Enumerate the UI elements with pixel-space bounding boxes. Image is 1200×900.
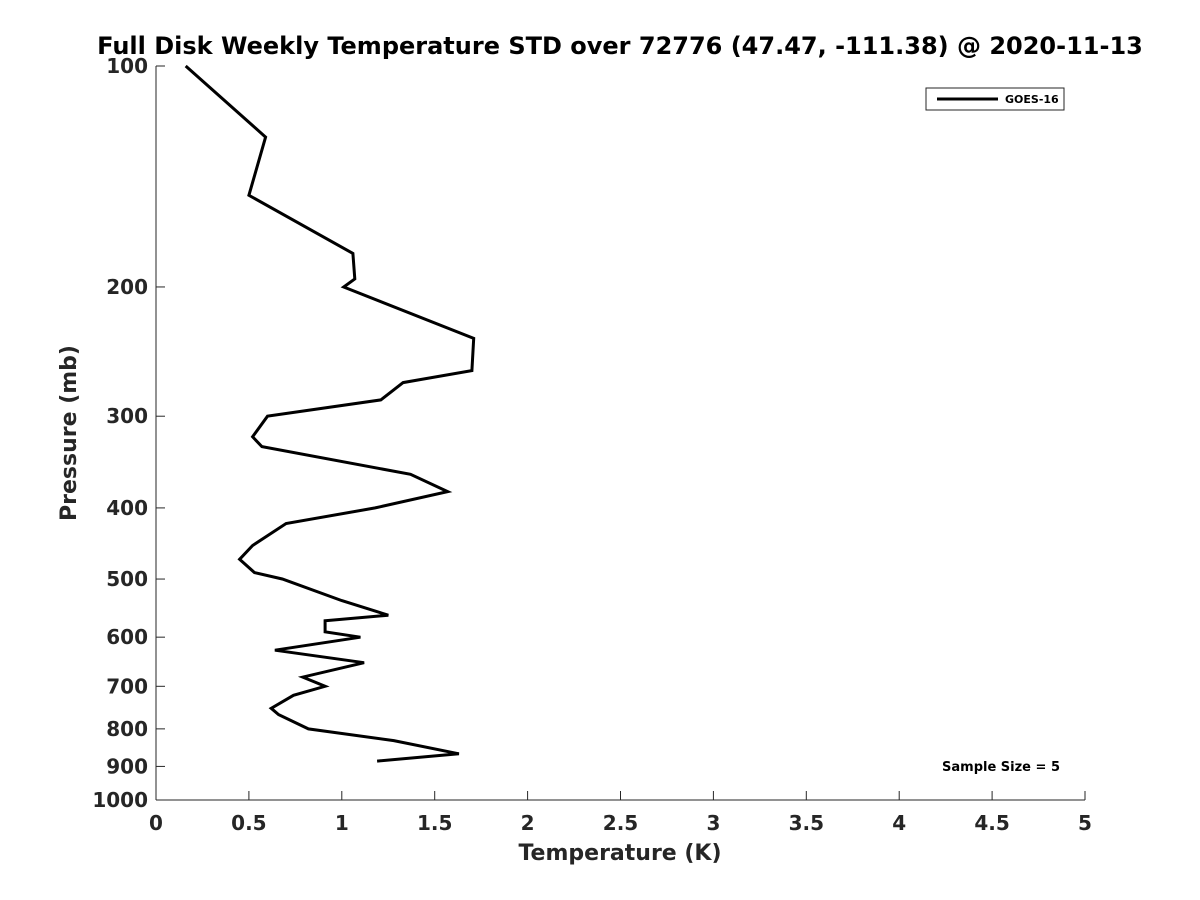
y-tick-label: 600 [106, 625, 148, 649]
y-tick-label: 400 [106, 496, 148, 520]
series-layer [184, 64, 476, 763]
y-tick-label: 300 [106, 404, 148, 428]
x-tick-label: 4.5 [974, 811, 1009, 835]
chart-title: Full Disk Weekly Temperature STD over 72… [97, 32, 1143, 60]
x-tick-label: 2 [521, 811, 535, 835]
x-tick-label: 3 [706, 811, 720, 835]
x-tick-label: 1.5 [417, 811, 452, 835]
y-tick-label: 900 [106, 754, 148, 778]
x-tick-label: 0.5 [231, 811, 266, 835]
x-tick-label: 1 [335, 811, 349, 835]
x-axis-ticks: 0 0.5 1 1.5 2 2.5 3 3.5 4 4.5 5 [149, 791, 1092, 835]
legend-label: GOES-16 [1005, 93, 1059, 106]
x-tick-label: 3.5 [789, 811, 824, 835]
y-tick-label: 500 [106, 567, 148, 591]
x-tick-label: 2.5 [603, 811, 638, 835]
y-tick-label: 100 [106, 54, 148, 78]
y-axis-ticks: 100 200 300 400 500 600 700 800 900 1000 [92, 54, 165, 812]
series-line-goes-16 [184, 64, 476, 763]
legend: GOES-16 [925, 87, 1065, 111]
x-tick-label: 5 [1078, 811, 1092, 835]
x-axis-label: Temperature (K) [518, 841, 721, 866]
y-tick-label: 200 [106, 275, 148, 299]
y-axis-label: Pressure (mb) [57, 345, 82, 521]
y-tick-label: 700 [106, 674, 148, 698]
sample-size-annotation: Sample Size = 5 [942, 760, 1060, 775]
x-tick-label: 4 [892, 811, 906, 835]
y-tick-label: 1000 [92, 788, 148, 812]
x-tick-label: 0 [149, 811, 163, 835]
y-tick-label: 800 [106, 717, 148, 741]
